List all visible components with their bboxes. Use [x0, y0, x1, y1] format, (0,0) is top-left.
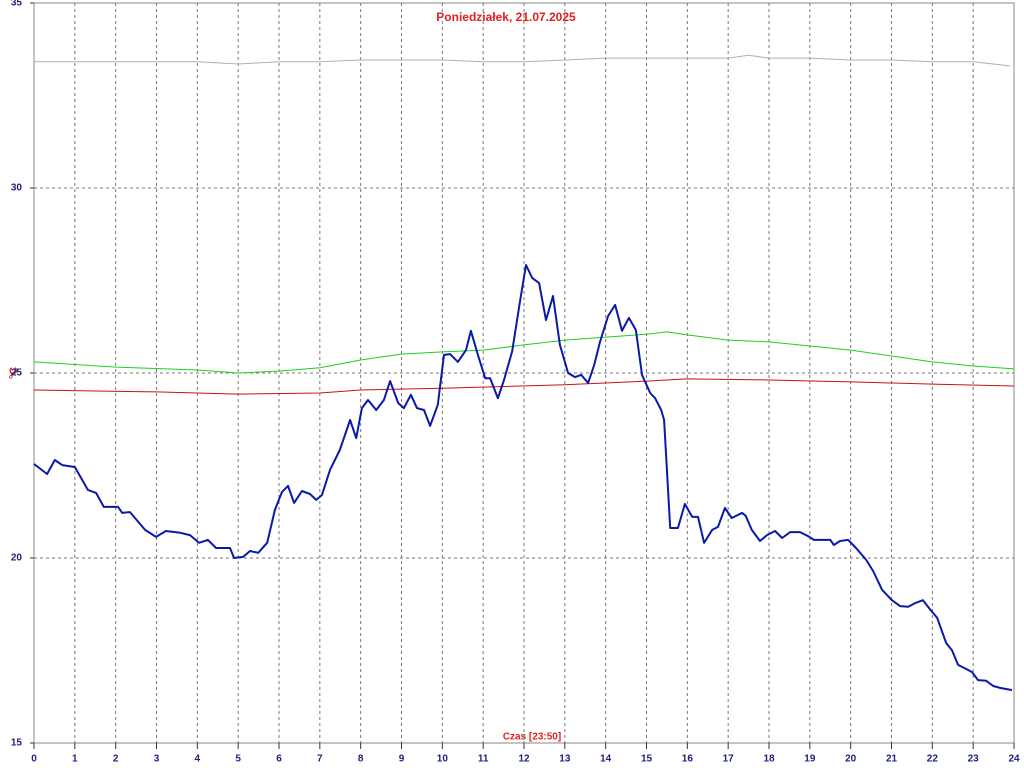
x-tick-label: 23 — [968, 754, 980, 765]
series-line — [33, 331, 1015, 374]
x-tick-label: 11 — [478, 754, 489, 765]
y-tick-label: 25 — [11, 368, 23, 379]
x-tick-label: 0 — [31, 754, 37, 765]
y-tick-label: 15 — [11, 738, 23, 749]
x-tick-label: 19 — [804, 754, 816, 765]
x-tick-label: 6 — [276, 754, 282, 765]
series-line — [33, 378, 1015, 395]
x-tick-label: 12 — [518, 754, 530, 765]
x-tick-label: 18 — [763, 754, 775, 765]
x-tick-label: 10 — [437, 754, 449, 765]
x-tick-label: 21 — [886, 754, 898, 765]
y-tick-label: 30 — [11, 183, 23, 194]
series-line — [33, 264, 1013, 692]
x-tick-label: 4 — [195, 754, 201, 765]
y-tick-label: 20 — [11, 553, 23, 564]
x-tick-label: 13 — [559, 754, 571, 765]
series-line — [34, 54, 1010, 67]
y-axis-label: °C — [8, 367, 20, 379]
x-tick-label: 7 — [317, 754, 323, 765]
x-tick-label: 2 — [113, 754, 119, 765]
x-tick-label: 17 — [723, 754, 735, 765]
x-tick-label: 16 — [682, 754, 694, 765]
x-tick-label: 20 — [845, 754, 857, 765]
x-axis-label: Czas [23:50] — [503, 732, 561, 743]
x-tick-label: 3 — [154, 754, 160, 765]
x-tick-label: 14 — [600, 754, 612, 765]
x-tick-label: 24 — [1008, 754, 1020, 765]
x-tick-label: 9 — [399, 754, 405, 765]
x-tick-label: 8 — [358, 754, 364, 765]
y-tick-label: 35 — [11, 0, 23, 9]
chart-title: Poniedziałek, 21.07.2025 — [436, 10, 576, 24]
x-tick-label: 5 — [235, 754, 241, 765]
x-tick-label: 15 — [641, 754, 653, 765]
x-tick-label: 1 — [72, 754, 78, 765]
x-tick-label: 22 — [927, 754, 939, 765]
